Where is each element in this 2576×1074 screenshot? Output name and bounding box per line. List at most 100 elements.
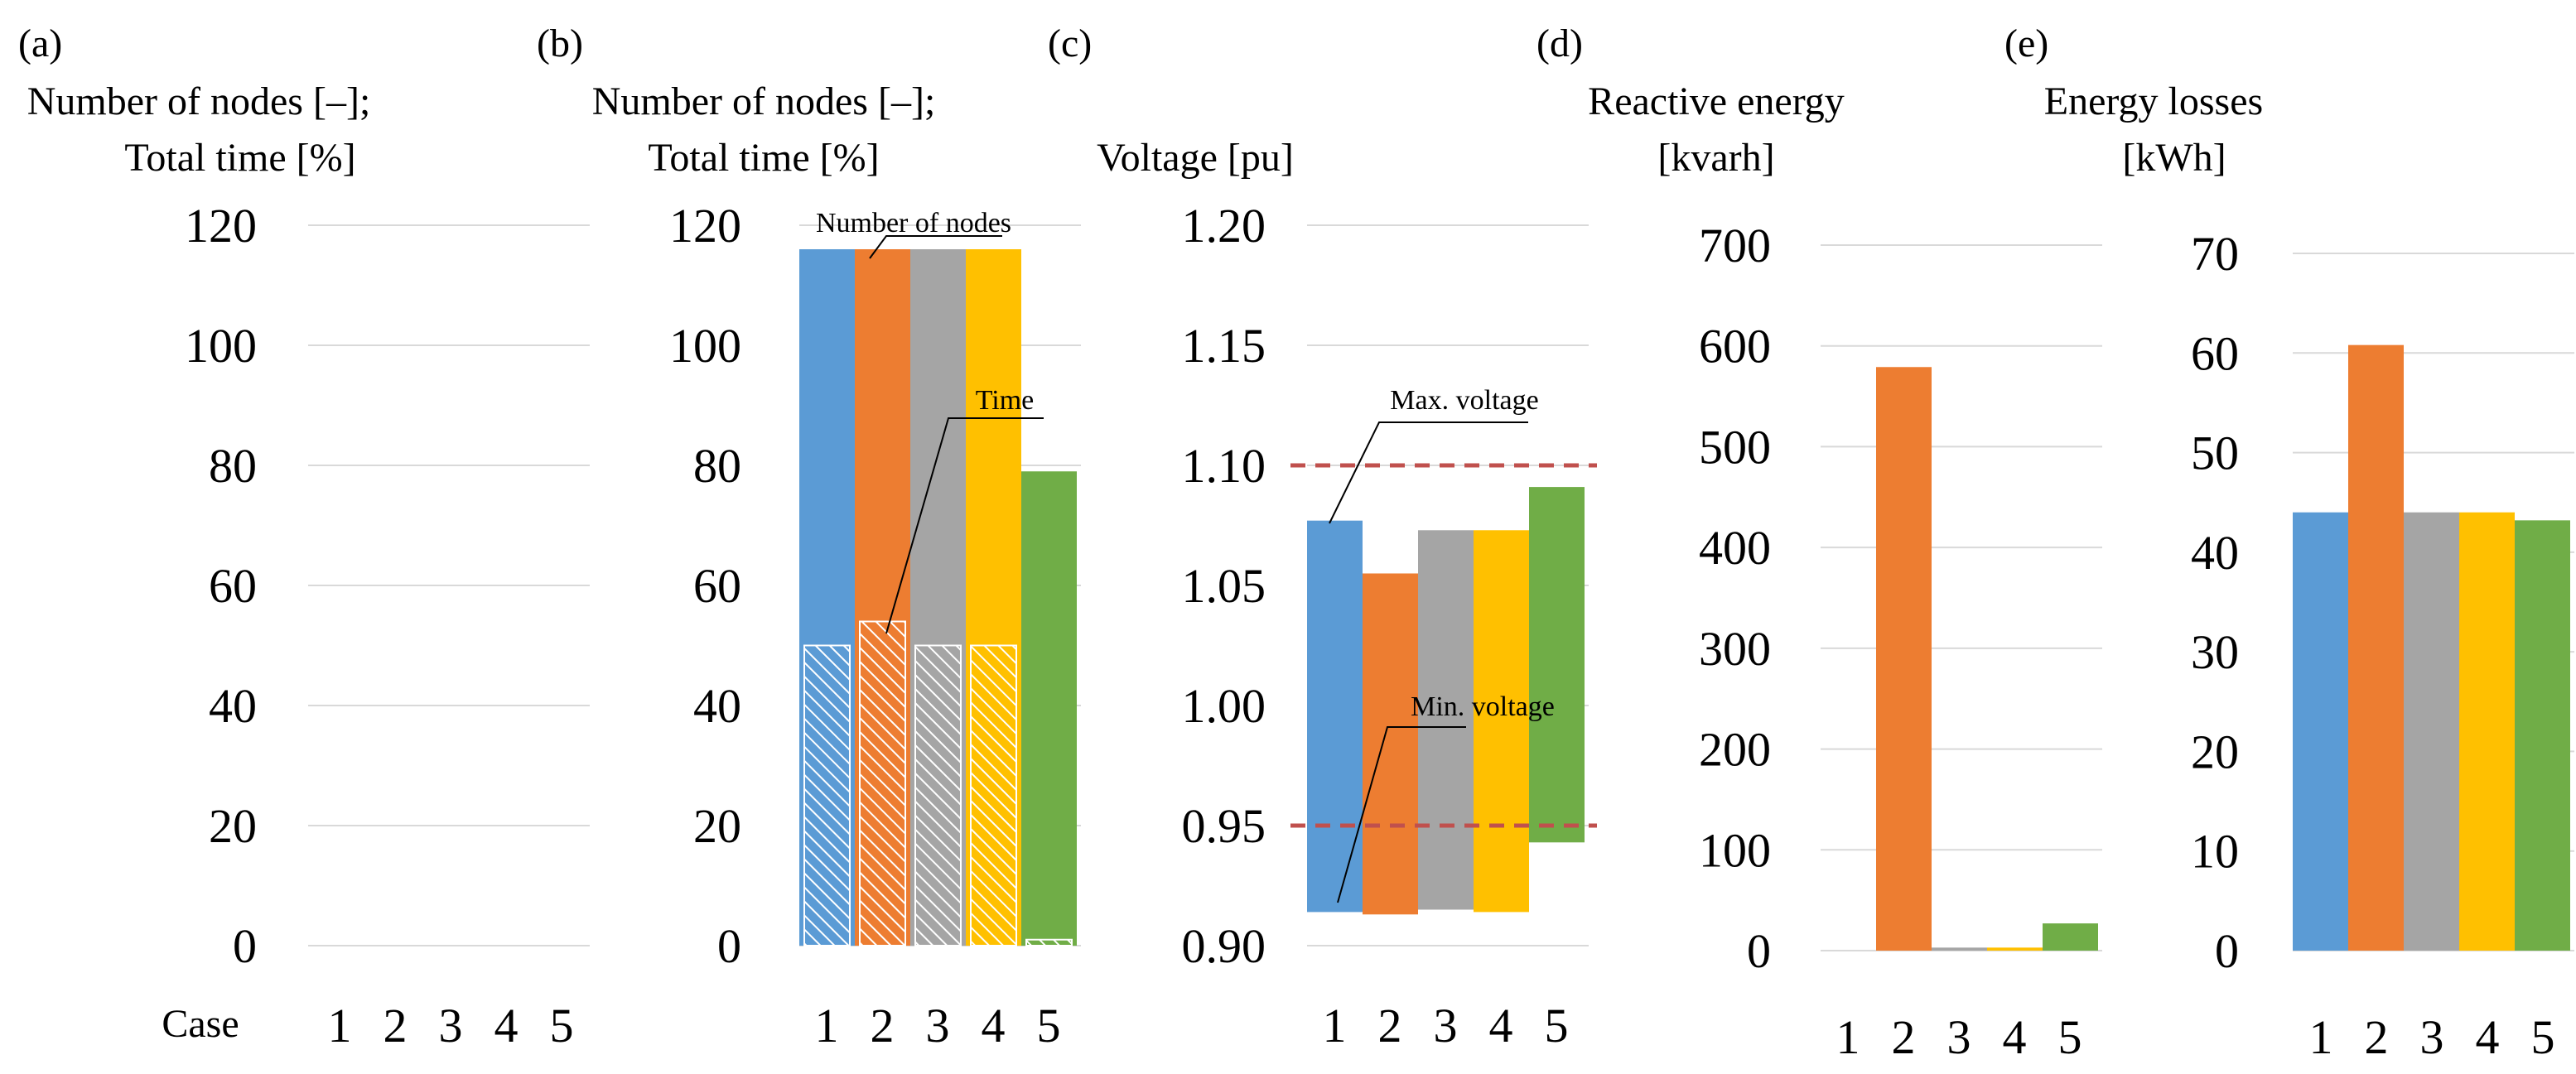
time-hatched-bar bbox=[970, 644, 1017, 946]
panel-b-annotation-time: Time bbox=[976, 385, 1035, 416]
panel-b-time-leader-line bbox=[885, 417, 1044, 634]
y-tick-label: 120 bbox=[185, 199, 257, 253]
panel-a-y-tick-labels: 0 20 40 60 80 100 120 bbox=[185, 199, 257, 973]
x-tick-label: 4 bbox=[494, 999, 519, 1052]
y-tick-label: 20 bbox=[693, 799, 741, 853]
x-tick-label: 5 bbox=[1037, 999, 1061, 1052]
y-tick-label: 20 bbox=[209, 799, 257, 853]
x-tick-label: 3 bbox=[2420, 1010, 2444, 1064]
bar bbox=[2459, 512, 2515, 951]
bar bbox=[2404, 512, 2459, 951]
y-tick-label: 1.10 bbox=[1182, 439, 1266, 493]
x-tick-label: 2 bbox=[2365, 1010, 2389, 1064]
panel-a: (a) Number of nodes [–]; Total time [%] … bbox=[18, 22, 590, 1052]
panel-a-gridlines bbox=[308, 224, 590, 946]
y-tick-label: 300 bbox=[1699, 622, 1771, 676]
x-tick-label: 2 bbox=[384, 999, 408, 1052]
y-tick-label: 120 bbox=[669, 199, 741, 253]
y-tick-label: 1.05 bbox=[1182, 559, 1266, 613]
panel-d-title-line-1: Reactive energy bbox=[1588, 79, 1845, 123]
panel-c-title-line-1: Voltage [pu] bbox=[1097, 136, 1294, 180]
x-tick-label: 5 bbox=[2531, 1010, 2555, 1064]
panel-b-annotation-nodes: Number of nodes bbox=[816, 208, 1011, 238]
panel-c-y-tick-labels: 0.90 0.95 1.00 1.05 1.10 1.15 1.20 bbox=[1182, 199, 1266, 973]
x-tick-label: 1 bbox=[1323, 999, 1347, 1052]
y-tick-label: 0 bbox=[1747, 924, 1771, 978]
bar bbox=[2515, 520, 2570, 951]
bar bbox=[2293, 512, 2348, 951]
y-tick-label: 60 bbox=[209, 559, 257, 613]
bar bbox=[1987, 947, 2043, 951]
voltage-range-bar bbox=[1307, 520, 1363, 913]
voltage-range-bar bbox=[1474, 530, 1529, 913]
y-tick-label: 0.90 bbox=[1182, 919, 1266, 973]
x-tick-label: 2 bbox=[1892, 1010, 1916, 1064]
y-tick-label: 100 bbox=[669, 319, 741, 373]
y-tick-label: 10 bbox=[2191, 825, 2239, 879]
y-tick-label: 30 bbox=[2191, 625, 2239, 679]
y-tick-label: 500 bbox=[1699, 420, 1771, 474]
y-tick-label: 400 bbox=[1699, 521, 1771, 575]
x-tick-label: 5 bbox=[550, 999, 574, 1052]
y-tick-label: 80 bbox=[209, 439, 257, 493]
panel-b-nodes-leader-line bbox=[869, 235, 1002, 259]
panel-d-gridlines bbox=[1821, 244, 2102, 951]
panel-a-x-axis-label: Case bbox=[162, 1002, 239, 1046]
bar bbox=[2043, 923, 2098, 951]
panel-e: (e) Energy losses [kWh] 010203040506070 … bbox=[2004, 22, 2574, 1064]
x-tick-label: 3 bbox=[926, 999, 950, 1052]
panel-b-label: (b) bbox=[537, 22, 583, 65]
x-tick-label: 3 bbox=[1947, 1010, 1971, 1064]
time-hatched-bar bbox=[1025, 938, 1073, 946]
x-tick-label: 4 bbox=[2003, 1010, 2027, 1064]
panel-d-title-line-2: [kvarh] bbox=[1657, 136, 1774, 180]
y-tick-label: 0 bbox=[717, 919, 741, 973]
voltage-range-bar bbox=[1363, 573, 1418, 915]
y-tick-label: 40 bbox=[2191, 526, 2239, 580]
panel-d-bars bbox=[1876, 367, 2098, 951]
panel-a-label: (a) bbox=[18, 22, 62, 65]
y-tick-label: 70 bbox=[2191, 227, 2239, 281]
voltage-range-bar bbox=[1418, 530, 1474, 910]
panel-e-title-line-2: [kWh] bbox=[2122, 136, 2226, 180]
panel-b-y-tick-labels: 0 20 40 60 80 100 120 bbox=[669, 199, 741, 973]
bar bbox=[1021, 471, 1077, 946]
panel-b-bars bbox=[799, 249, 1077, 946]
x-tick-label: 3 bbox=[439, 999, 463, 1052]
y-tick-label: 60 bbox=[693, 559, 741, 613]
x-tick-label: 3 bbox=[1434, 999, 1458, 1052]
x-tick-label: 4 bbox=[1489, 999, 1513, 1052]
panel-b: (b) Number of nodes [–]; Total time [%] … bbox=[537, 22, 1081, 1052]
y-tick-label: 100 bbox=[185, 319, 257, 373]
panel-a-title-line-2: Total time [%] bbox=[124, 136, 355, 180]
x-tick-label: 2 bbox=[1378, 999, 1402, 1052]
panel-c-limit-lines bbox=[1290, 463, 1597, 828]
x-tick-label: 4 bbox=[982, 999, 1006, 1052]
y-tick-label: 40 bbox=[209, 679, 257, 733]
panel-c-label: (c) bbox=[1048, 22, 1092, 65]
panel-c-min-leader-line bbox=[1337, 726, 1466, 903]
bar bbox=[2348, 344, 2404, 951]
y-tick-label: 200 bbox=[1699, 723, 1771, 777]
x-tick-label: 1 bbox=[1836, 1010, 1860, 1064]
x-tick-label: 4 bbox=[2476, 1010, 2500, 1064]
y-tick-label: 600 bbox=[1699, 320, 1771, 373]
time-hatched-bar bbox=[803, 644, 851, 946]
x-tick-label: 1 bbox=[2309, 1010, 2333, 1064]
panel-b-title-line-2: Total time [%] bbox=[648, 136, 879, 180]
panel-e-title-line-1: Energy losses bbox=[2044, 79, 2263, 123]
panel-a-title-line-1: Number of nodes [–]; bbox=[27, 79, 371, 123]
panel-c-max-leader-line bbox=[1329, 421, 1528, 524]
panel-d-label: (d) bbox=[1536, 22, 1583, 65]
y-tick-label: 0 bbox=[233, 919, 257, 973]
y-tick-label: 700 bbox=[1699, 219, 1771, 272]
x-tick-label: 2 bbox=[871, 999, 895, 1052]
panel-d: (d) Reactive energy [kvarh] 010020030040… bbox=[1536, 22, 2102, 1064]
time-hatched-bar bbox=[914, 644, 962, 946]
panel-e-y-tick-labels: 0 10 20 30 40 50 60 70 bbox=[2191, 227, 2239, 978]
